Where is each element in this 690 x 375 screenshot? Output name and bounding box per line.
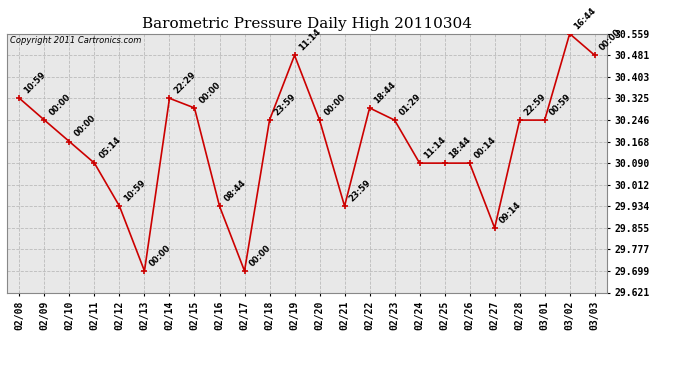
Text: 01:29: 01:29 [397,92,422,117]
Text: 18:44: 18:44 [447,135,473,160]
Text: 00:00: 00:00 [197,80,222,105]
Text: 00:00: 00:00 [598,27,622,53]
Text: 18:44: 18:44 [373,80,397,105]
Text: 00:59: 00:59 [547,92,573,117]
Text: 09:14: 09:14 [497,200,522,225]
Text: 10:59: 10:59 [122,178,148,203]
Title: Barometric Pressure Daily High 20110304: Barometric Pressure Daily High 20110304 [142,17,472,31]
Text: 22:59: 22:59 [522,92,548,117]
Text: 11:14: 11:14 [422,135,448,160]
Text: 00:00: 00:00 [322,92,347,117]
Text: 05:14: 05:14 [97,135,123,160]
Text: 00:00: 00:00 [72,114,97,139]
Text: 00:00: 00:00 [47,92,72,117]
Text: 00:00: 00:00 [147,243,172,268]
Text: 11:14: 11:14 [297,27,323,52]
Text: 10:59: 10:59 [22,70,48,96]
Text: Copyright 2011 Cartronics.com: Copyright 2011 Cartronics.com [10,36,141,45]
Text: 00:14: 00:14 [473,135,497,160]
Text: 22:29: 22:29 [172,70,197,96]
Text: 08:44: 08:44 [222,178,248,203]
Text: 16:44: 16:44 [573,6,598,31]
Text: 23:59: 23:59 [347,178,373,203]
Text: 23:59: 23:59 [273,92,297,117]
Text: 00:00: 00:00 [247,243,273,268]
